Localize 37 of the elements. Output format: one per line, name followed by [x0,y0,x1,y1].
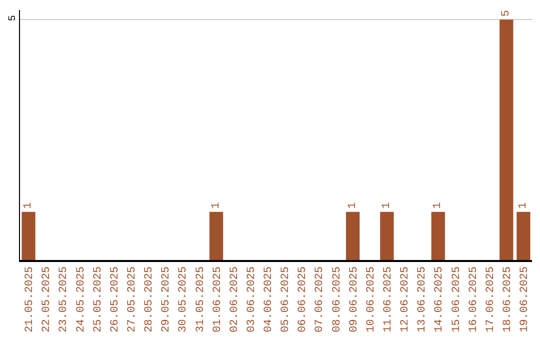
x-tick-label: 23.05.2025 [58,266,70,332]
x-tick-label: 02.06.2025 [228,266,241,332]
x-tick-label: 06.06.2025 [297,266,310,332]
x-tick-label: 29.05.2025 [160,266,173,332]
x-tick-label: 26.05.2025 [109,266,122,332]
data-label: 1 [380,202,393,209]
x-tick-label: 28.05.2025 [144,266,156,332]
data-label: 1 [432,202,444,209]
data-label: 1 [210,202,222,209]
x-tick-label: 25.05.2025 [92,266,104,332]
x-tick-label: 13.06.2025 [416,266,429,332]
x-tick-label: 24.05.2025 [75,266,88,332]
x-tick-label: 18.06.2025 [502,266,514,332]
x-tick-label: 01.06.2025 [212,266,224,332]
x-tick-label: 15.06.2025 [450,266,463,332]
x-tick-label: 21.05.2025 [24,266,36,332]
x-tick-label: 16.06.2025 [468,266,480,332]
x-tick-label: 05.06.2025 [280,266,292,332]
x-tick-label: 14.06.2025 [434,266,446,332]
x-tick-label: 30.05.2025 [178,266,190,332]
x-tick-label: 27.05.2025 [126,266,139,332]
data-label: 1 [346,202,359,209]
x-tick-label: 12.06.2025 [400,266,412,332]
x-tick-label: 19.06.2025 [519,266,532,332]
x-tick-label: 03.06.2025 [246,266,258,332]
data-label: 1 [22,202,35,209]
data-label: 5 [500,10,512,17]
x-tick-label: 31.05.2025 [194,266,207,332]
x-tick-label: 11.06.2025 [382,266,395,332]
x-tick-label: 07.06.2025 [314,266,326,332]
x-tick-label: 17.06.2025 [484,266,497,332]
data-label: 1 [517,202,530,209]
x-tick-label: 08.06.2025 [331,266,344,332]
x-tick-label: 10.06.2025 [365,266,378,332]
x-tick-label: 22.05.2025 [41,266,54,332]
x-tick-label: 04.06.2025 [263,266,276,332]
x-tick-label: 09.06.2025 [348,266,360,332]
